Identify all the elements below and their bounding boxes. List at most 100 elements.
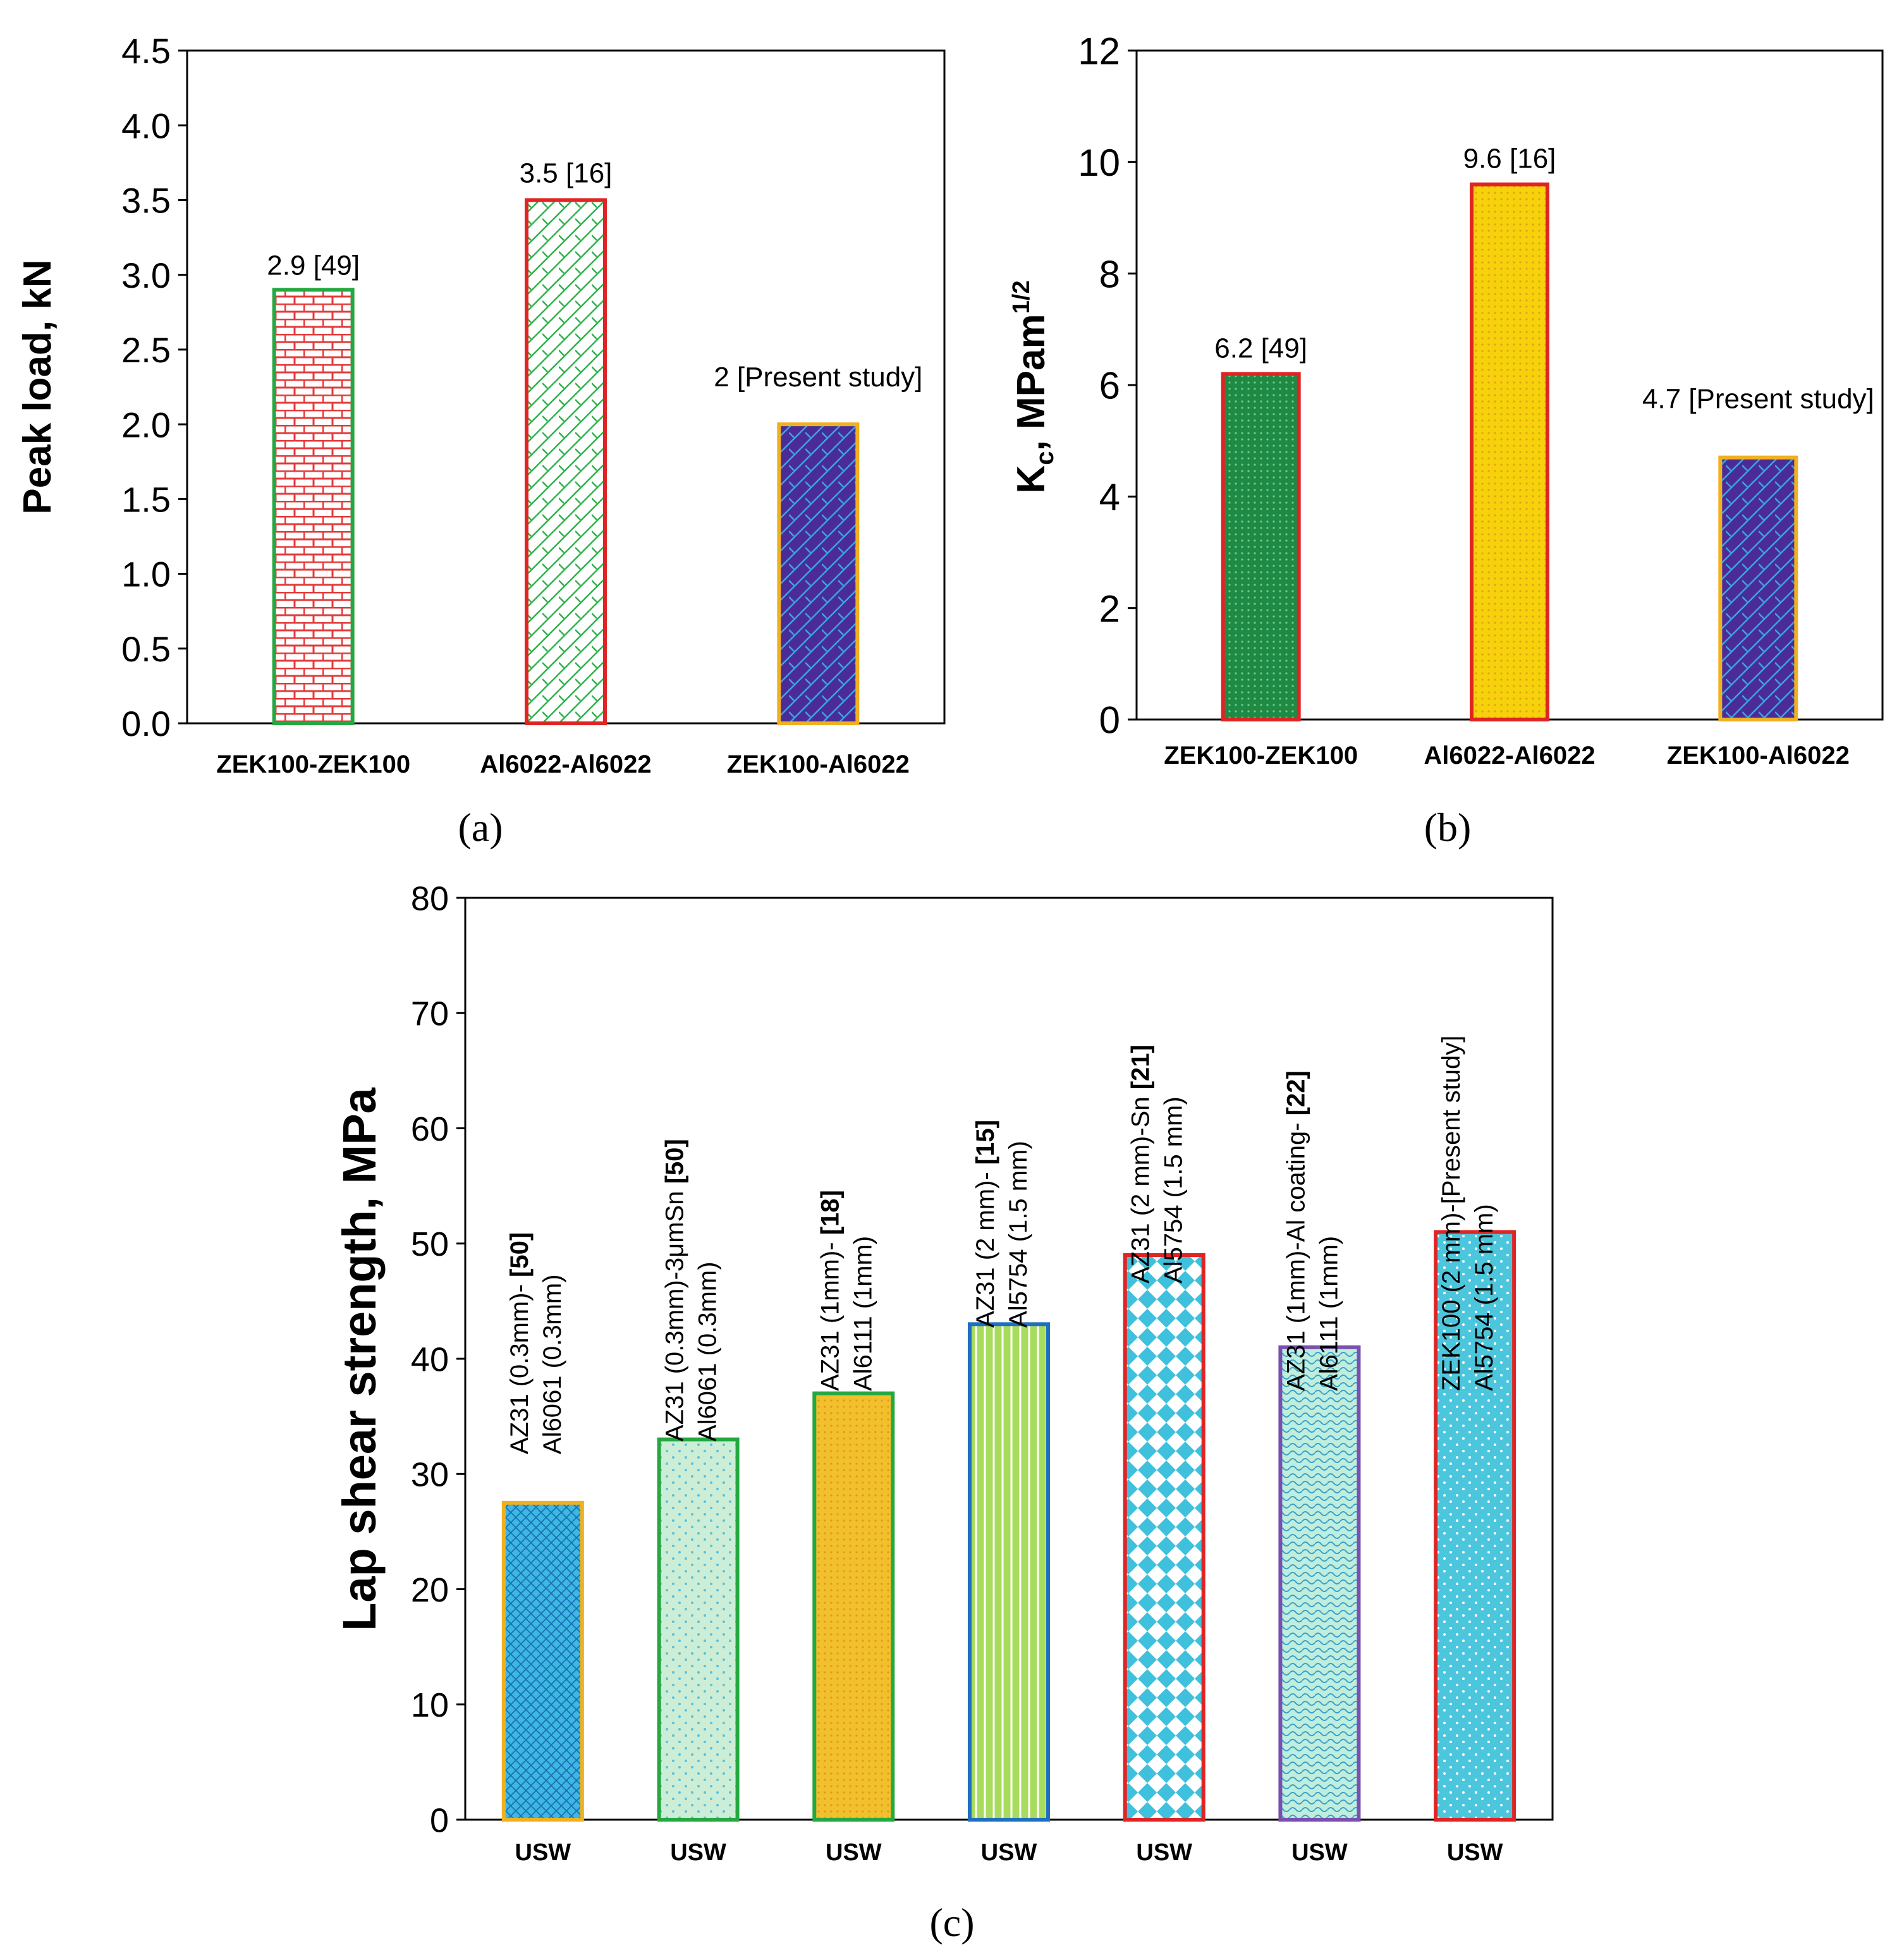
y-tick-label: 4.0 bbox=[121, 106, 171, 145]
chart-b-bars: 6.2 [49] 9.6 [16] 4.7 [Present study] bbox=[1214, 144, 1874, 722]
data-label: 2 [Present study] bbox=[714, 362, 922, 393]
data-label: 2.9 [49] bbox=[267, 250, 360, 281]
chart-c-bars bbox=[501, 1230, 1516, 1822]
ylabel-sup: 1/2 bbox=[1008, 281, 1035, 314]
chart-c-x-axis: USW USW USW USW USW USW USW bbox=[515, 1839, 1503, 1866]
ylabel-sub: c bbox=[1031, 451, 1059, 465]
x-tick-label: ZEK100-Al6022 bbox=[1667, 742, 1850, 769]
y-tick-label: 10 bbox=[411, 1686, 449, 1724]
annotation-text: AZ31 (1mm)- bbox=[816, 1242, 844, 1391]
annotation-line1: AZ31 (2 mm)- [15] bbox=[972, 1120, 999, 1328]
chart-c-y-axis: 0 10 20 30 40 50 60 70 80 bbox=[411, 879, 465, 1839]
chart-b-x-axis: ZEK100-ZEK100 Al6022-Al6022 ZEK100-Al6022 bbox=[1164, 742, 1850, 769]
y-tick-label: 70 bbox=[411, 995, 449, 1033]
y-tick-label: 8 bbox=[1099, 253, 1120, 295]
x-tick-label: USW bbox=[1447, 1839, 1503, 1866]
x-tick-label: USW bbox=[670, 1839, 726, 1866]
annotation-ref: [18] bbox=[816, 1190, 844, 1242]
annotation-ref: [22] bbox=[1282, 1070, 1310, 1122]
y-tick-label: 4.5 bbox=[121, 31, 171, 71]
y-tick-label: 6 bbox=[1099, 365, 1120, 407]
y-tick-label: 0 bbox=[1099, 699, 1120, 742]
data-label: 6.2 [49] bbox=[1214, 333, 1307, 364]
y-tick-label: 0.0 bbox=[121, 704, 171, 744]
annotation-line1: ZEK100 (2 mm)-[Present study] bbox=[1437, 1036, 1465, 1391]
annotation-line2: Al5754 (1.5 mm) bbox=[1470, 1204, 1498, 1391]
chart-c-annotations: AZ31 (0.3mm)- [50]Al6061 (0.3mm) AZ31 (0.… bbox=[506, 1036, 1498, 1454]
bar-5 bbox=[1123, 1253, 1205, 1822]
bar-6 bbox=[1278, 1345, 1361, 1822]
bar-2 bbox=[525, 198, 607, 725]
y-tick-label: 60 bbox=[411, 1110, 449, 1148]
bar-4 bbox=[968, 1322, 1050, 1822]
x-tick-label: ZEK100-ZEK100 bbox=[1164, 742, 1358, 769]
bar-2 bbox=[1470, 182, 1549, 722]
data-label: 3.5 [16] bbox=[520, 157, 613, 188]
bar-7 bbox=[1434, 1230, 1516, 1822]
y-tick-label: 1.0 bbox=[121, 555, 171, 594]
annotation-text: AZ31 (2 mm)-Sn bbox=[1127, 1089, 1155, 1284]
y-tick-label: 2 bbox=[1099, 587, 1120, 630]
annotation-text: ZEK100 (2 mm)-[Present study] bbox=[1437, 1036, 1465, 1391]
panel-label-c: (c) bbox=[929, 1900, 974, 1945]
y-tick-label: 1.5 bbox=[121, 479, 171, 519]
chart-a-bars: 2.9 [49] 3.5 [16] 2 [Present study] bbox=[267, 157, 922, 725]
chart-a-y-axis-title: Peak load, kN bbox=[16, 259, 59, 514]
y-tick-label: 30 bbox=[411, 1456, 449, 1494]
annotation-ref: [50] bbox=[661, 1139, 689, 1191]
bar-2 bbox=[657, 1437, 740, 1822]
annotation-line2: Al6061 (0.3mm) bbox=[694, 1261, 722, 1442]
chart-c-y-axis-title: Lap shear strength, MPa bbox=[333, 1087, 386, 1631]
x-tick-label: USW bbox=[515, 1839, 571, 1866]
annotation-line2: Al5754 (1.5 mm) bbox=[1160, 1096, 1188, 1284]
chart-b-panel: 0 2 4 6 8 10 12 6.2 [49] 9.6 [16] 4.7 [Present s… bbox=[1008, 30, 1884, 850]
x-tick-label: ZEK100-ZEK100 bbox=[216, 751, 410, 778]
x-tick-label: Al6022-Al6022 bbox=[480, 751, 651, 778]
y-tick-label: 10 bbox=[1078, 142, 1120, 184]
ylabel-main: K bbox=[1010, 465, 1053, 493]
y-tick-label: 20 bbox=[411, 1571, 449, 1609]
y-tick-label: 3.0 bbox=[121, 255, 171, 295]
annotation-ref: [50] bbox=[506, 1232, 534, 1284]
annotation-line1: AZ31 (1mm)-Al coating- [22] bbox=[1282, 1070, 1310, 1391]
data-label: 4.7 [Present study] bbox=[1642, 384, 1874, 415]
bar-1 bbox=[272, 288, 355, 725]
y-tick-label: 2.5 bbox=[121, 330, 171, 370]
panel-label-b: (b) bbox=[1424, 805, 1472, 850]
y-tick-label: 3.5 bbox=[121, 181, 171, 221]
y-tick-label: 80 bbox=[411, 879, 449, 917]
chart-a-x-axis: ZEK100-ZEK100 Al6022-Al6022 ZEK100-Al6022 bbox=[216, 751, 910, 778]
x-tick-label: USW bbox=[981, 1839, 1037, 1866]
bar-1 bbox=[1221, 372, 1301, 721]
annotation-line1: AZ31 (2 mm)-Sn [21] bbox=[1127, 1045, 1155, 1284]
annotation-line1: AZ31 (1mm)- [18] bbox=[816, 1190, 844, 1391]
x-tick-label: Al6022-Al6022 bbox=[1424, 742, 1595, 769]
y-tick-label: 4 bbox=[1099, 476, 1120, 518]
y-tick-label: 50 bbox=[411, 1225, 449, 1263]
bar-3 bbox=[812, 1391, 895, 1822]
annotation-ref: [15] bbox=[972, 1120, 999, 1172]
chart-a-panel: 0.0 0.5 1.0 1.5 2.0 2.5 3.0 3.5 4.0 4.5 2.9 [49] 3… bbox=[16, 31, 946, 850]
annotation-ref: [21] bbox=[1127, 1045, 1155, 1089]
y-tick-label: 0.5 bbox=[121, 629, 171, 669]
annotation-text: AZ31 (0.3mm)- bbox=[506, 1284, 534, 1454]
annotation-line2: Al6111 (1mm) bbox=[1315, 1236, 1343, 1391]
x-tick-label: USW bbox=[1136, 1839, 1192, 1866]
annotation-text: AZ31 (1mm)-Al coating- bbox=[1282, 1122, 1310, 1391]
annotation-line1: AZ31 (0.3mm)-3μmSn [50] bbox=[661, 1139, 689, 1442]
annotation-line1: AZ31 (0.3mm)- [50] bbox=[506, 1232, 534, 1454]
data-label: 9.6 [16] bbox=[1463, 144, 1556, 175]
annotation-line2: Al5754 (1.5 mm) bbox=[1004, 1141, 1032, 1328]
bar-3 bbox=[777, 422, 860, 725]
y-tick-label: 0 bbox=[430, 1801, 449, 1839]
annotation-line2: Al6061 (0.3mm) bbox=[539, 1274, 566, 1454]
chart-a-y-axis: 0.0 0.5 1.0 1.5 2.0 2.5 3.0 3.5 4.0 4.5 bbox=[121, 31, 187, 744]
annotation-line2: Al6111 (1mm) bbox=[849, 1236, 877, 1391]
y-tick-label: 12 bbox=[1078, 30, 1120, 73]
x-tick-label: USW bbox=[1291, 1839, 1348, 1866]
chart-b-y-axis-title: Kc, MPam1/2 bbox=[1008, 281, 1059, 494]
chart-b-y-axis: 0 2 4 6 8 10 12 bbox=[1078, 30, 1137, 742]
annotation-text: AZ31 (0.3mm)-3μmSn bbox=[661, 1191, 689, 1442]
